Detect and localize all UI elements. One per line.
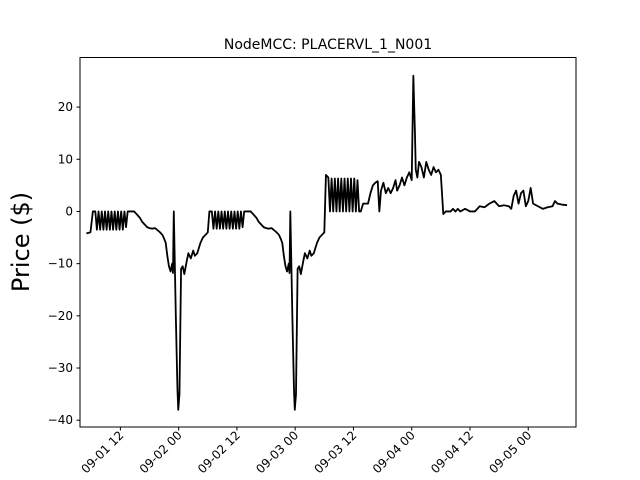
- y-tick-label: 10: [58, 152, 73, 166]
- x-tick-label: 09-04 12: [428, 428, 476, 476]
- y-tick-label: −40: [48, 413, 73, 427]
- x-tick-label: 09-03 00: [253, 428, 301, 476]
- x-tick-label: 09-02 00: [137, 428, 185, 476]
- x-tick-label: 09-02 12: [195, 428, 243, 476]
- y-tick-label: 20: [58, 100, 73, 114]
- series-layer: [86, 74, 568, 411]
- chart-title: NodeMCC: PLACERVL_1_N001: [224, 37, 432, 53]
- x-tick-label: 09-03 12: [312, 428, 360, 476]
- y-axis: −40 −30 −20 −10 0 10 20: [48, 100, 80, 427]
- series-line: [86, 74, 568, 411]
- plot-frame: [79, 57, 577, 428]
- x-tick-label: 09-01 12: [78, 428, 126, 476]
- y-tick-label: −20: [48, 309, 73, 323]
- y-axis-label: Price ($): [7, 192, 35, 292]
- y-tick-label: 0: [65, 204, 73, 218]
- y-tick-label: −30: [48, 361, 73, 375]
- x-tick-label: 09-04 00: [370, 428, 418, 476]
- y-tick-label: −10: [48, 257, 73, 271]
- x-axis: 09-01 12 09-02 00 09-02 12 09-03 00 09-03 12…: [78, 427, 534, 476]
- x-tick-label: 09-05 00: [486, 428, 534, 476]
